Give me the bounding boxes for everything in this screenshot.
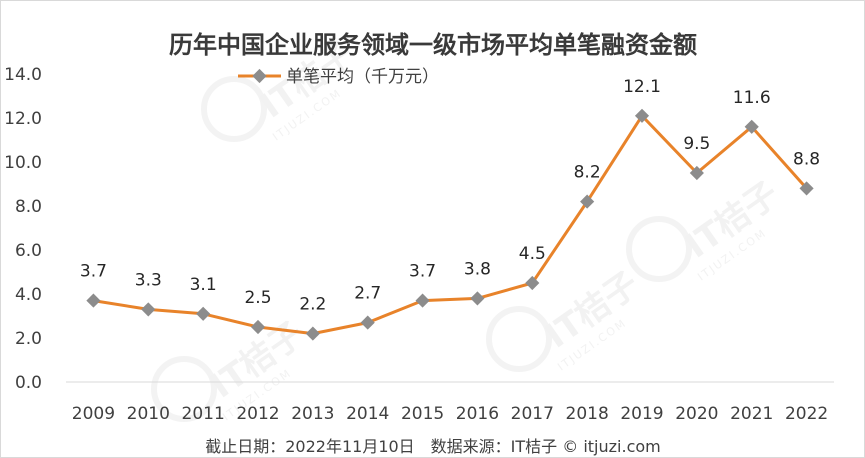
y-tick-label: 14.0 — [4, 65, 42, 85]
data-label: 2.2 — [299, 295, 326, 315]
x-axis: 2009 2010 2011 2012 2013 2014 2015 2016 2017 2018… — [66, 381, 834, 424]
y-tick-label: 2.0 — [15, 329, 42, 349]
watermark-logo-icon — [201, 76, 267, 142]
y-tick-label: 6.0 — [15, 241, 42, 261]
data-label: 8.8 — [793, 149, 820, 169]
data-label: 11.6 — [733, 88, 771, 108]
data-point-marker — [744, 119, 759, 134]
x-tick-label: 2015 — [401, 404, 444, 424]
y-tick-label: 10.0 — [4, 153, 42, 173]
watermark-logo-icon — [626, 216, 692, 282]
x-tick-label: 2010 — [127, 404, 170, 424]
data-point-marker — [141, 302, 156, 317]
x-tick-label: 2011 — [182, 404, 225, 424]
chart-title: 历年中国企业服务领域一级市场平均单笔融资金额 — [169, 31, 697, 59]
data-label: 2.7 — [354, 284, 381, 304]
data-label: 3.1 — [190, 275, 217, 295]
data-point-marker — [86, 293, 101, 308]
x-tick-label: 2022 — [785, 404, 828, 424]
data-point-marker — [196, 306, 211, 321]
x-tick-label: 2018 — [566, 404, 609, 424]
y-tick-label: 0.0 — [15, 373, 42, 393]
x-tick-label: 2017 — [511, 404, 554, 424]
data-point-marker — [799, 181, 814, 196]
footer-source: 截止日期：2022年11月10日 数据来源：IT桔子 © itjuzi.com — [205, 437, 661, 456]
y-axis: 0.0 2.0 4.0 6.0 8.0 10.0 12.0 14.0 — [4, 65, 42, 393]
data-label: 3.8 — [464, 259, 491, 279]
data-label: 8.2 — [574, 163, 601, 183]
data-label: 3.3 — [135, 270, 162, 290]
x-tick-label: 2020 — [675, 404, 718, 424]
x-tick-label: 2021 — [730, 404, 773, 424]
y-tick-label: 12.0 — [4, 109, 42, 129]
series-line — [93, 114, 808, 336]
x-tick-label: 2013 — [291, 404, 334, 424]
data-label: 3.7 — [409, 262, 436, 282]
data-point-marker — [580, 194, 595, 209]
data-point-marker — [634, 108, 650, 123]
data-label: 12.1 — [623, 77, 661, 97]
data-point-marker — [689, 165, 704, 181]
x-tick-label: 2012 — [236, 404, 279, 424]
data-point-marker — [305, 326, 320, 341]
data-point-marker — [250, 319, 266, 335]
data-label: 2.5 — [244, 288, 271, 308]
watermark-logo-icon — [486, 306, 552, 372]
y-tick-label: 4.0 — [15, 285, 42, 305]
legend-label: 单笔平均（千万元） — [286, 67, 439, 87]
x-tick-label: 2019 — [620, 404, 663, 424]
x-tick-label: 2016 — [456, 404, 499, 424]
data-point-marker — [415, 293, 430, 308]
x-tick-label: 2014 — [346, 404, 389, 424]
data-point-marker — [470, 291, 485, 306]
watermark-logo-icon — [151, 356, 217, 422]
data-point-marker — [360, 315, 375, 330]
y-tick-label: 8.0 — [15, 197, 42, 217]
data-label: 4.5 — [519, 244, 546, 264]
legend-marker-swatch — [252, 68, 267, 84]
series-layer: 3.7 3.3 3.1 2.5 2.2 2.7 3.7 3.8 4.5 8.2 12.1 9.5 11.… — [80, 77, 820, 341]
data-label: 9.5 — [683, 134, 710, 154]
x-tick-label: 2009 — [72, 404, 115, 424]
watermark-layer: IT桔子ITJUZI.COMIT桔子ITJUZI.COMIT桔子ITJUZI.C… — [151, 34, 786, 423]
data-label: 3.7 — [80, 262, 107, 282]
data-point-marker — [525, 275, 540, 291]
